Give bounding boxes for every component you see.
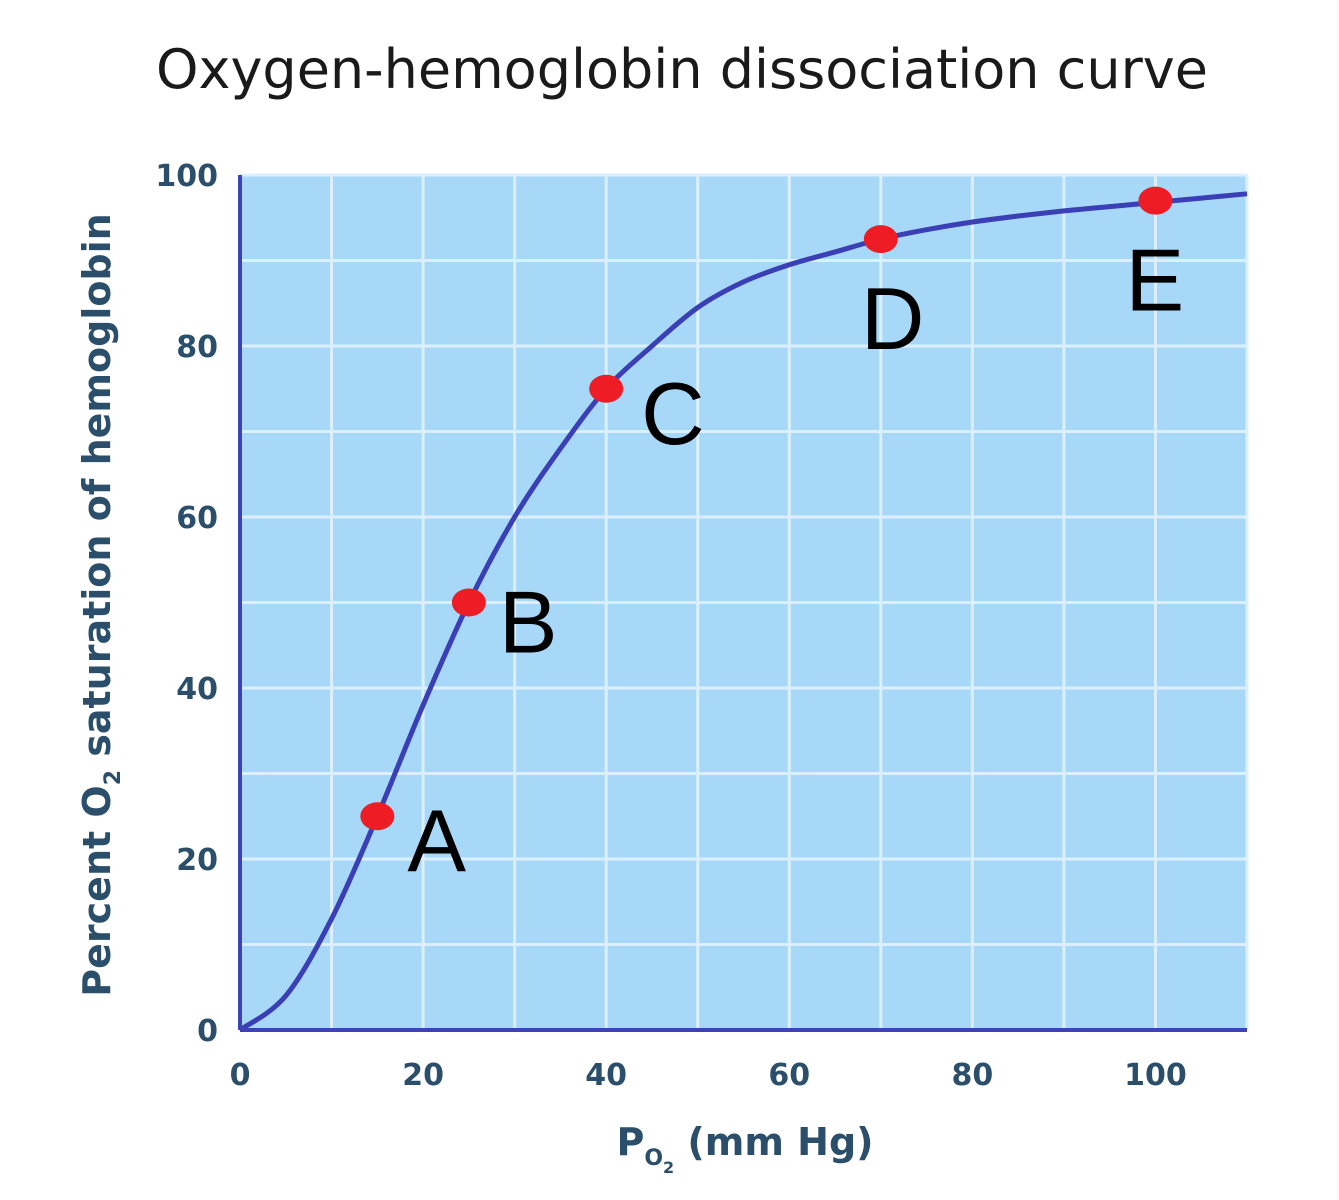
curve-line — [238, 191, 1248, 1033]
x-label-main: P — [616, 1120, 644, 1164]
y-tick-label: 100 — [155, 159, 218, 194]
y-label-after: saturation of hemoglobin — [75, 213, 119, 770]
x-tick-label: 0 — [230, 1058, 251, 1093]
x-tick-label: 80 — [951, 1058, 993, 1093]
point-b — [451, 588, 486, 617]
point-label-a: A — [407, 791, 466, 890]
point-a — [360, 802, 395, 831]
y-label-sub: 2 — [101, 770, 126, 785]
y-tick-label: 0 — [197, 1014, 218, 1049]
point-label-c: C — [641, 364, 705, 463]
grid — [240, 173, 1249, 1030]
x-axis-label: PO2 (mm Hg) — [616, 1120, 873, 1177]
x-ticks: 0 20 40 60 80 100 — [230, 1058, 1187, 1093]
chart-title: Oxygen-hemoglobin dissociation curve — [156, 38, 1208, 101]
x-label-rest: (mm Hg) — [674, 1120, 873, 1164]
point-c — [589, 374, 624, 403]
x-label-sub: O — [644, 1146, 663, 1171]
x-tick-label: 100 — [1124, 1058, 1187, 1093]
y-tick-label: 20 — [176, 843, 218, 878]
y-label-before: Percent O — [75, 785, 119, 996]
y-tick-label: 60 — [176, 501, 218, 536]
point-e — [1138, 186, 1173, 215]
axes — [238, 175, 1247, 1032]
data-points: A B C D E — [360, 186, 1184, 890]
point-label-d: D — [861, 269, 925, 368]
x-label-sub2: 2 — [663, 1158, 674, 1177]
x-tick-label: 40 — [585, 1058, 627, 1093]
y-ticks: 0 20 40 60 80 100 — [155, 159, 218, 1049]
x-tick-label: 60 — [768, 1058, 810, 1093]
y-tick-label: 80 — [176, 330, 218, 365]
point-d — [863, 225, 898, 254]
y-axis-label: Percent O2 saturation of hemoglobin — [75, 213, 126, 996]
point-label-e: E — [1125, 231, 1184, 330]
x-tick-label: 20 — [402, 1058, 444, 1093]
y-tick-label: 40 — [176, 672, 218, 707]
point-label-b: B — [499, 573, 558, 672]
